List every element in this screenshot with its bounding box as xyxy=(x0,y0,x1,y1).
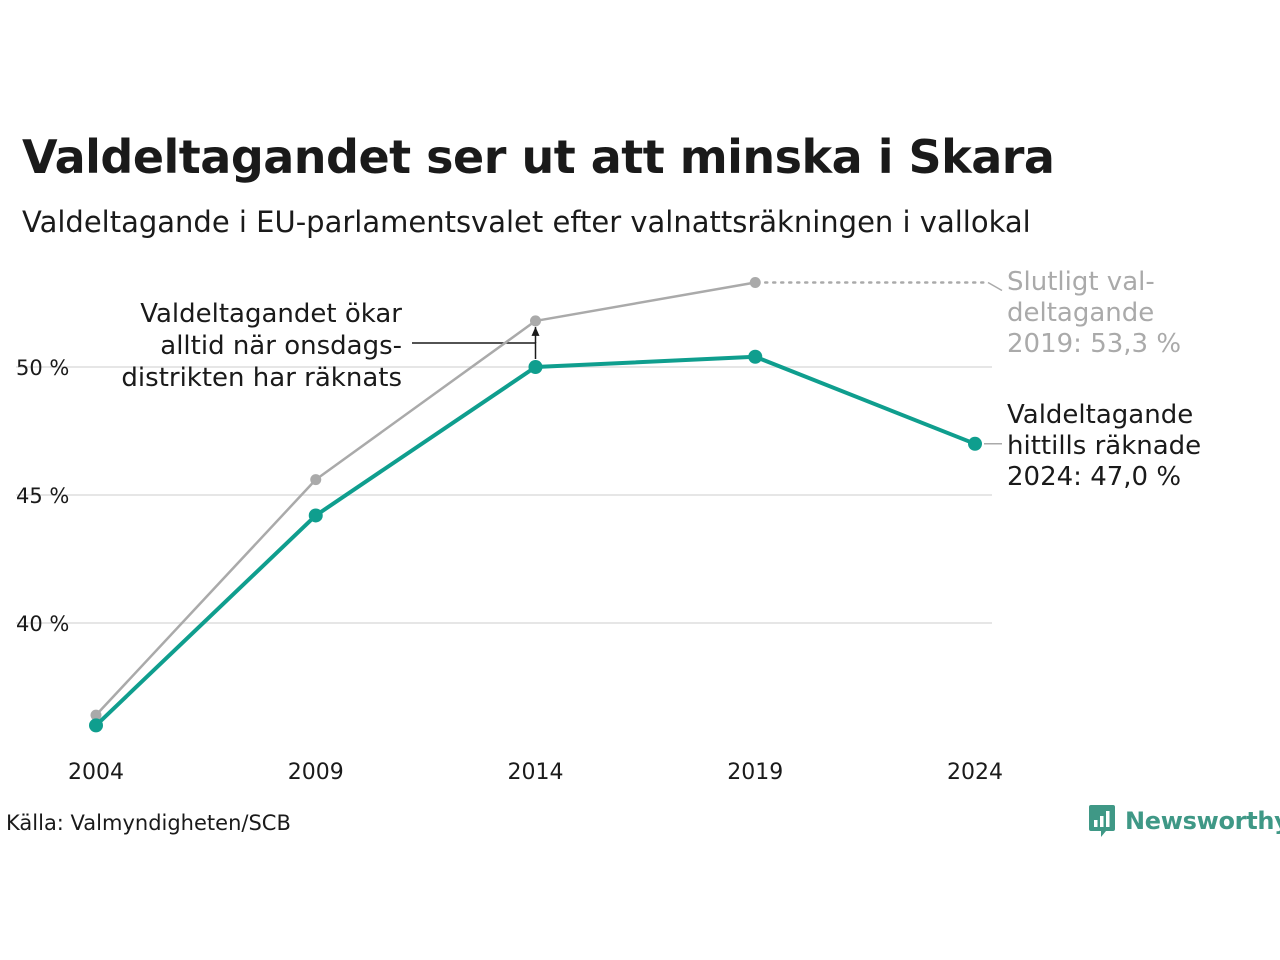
final-series-point xyxy=(749,277,761,289)
newsworthy-logo: Newsworthy xyxy=(1088,804,1280,838)
x-tick-label: 2019 xyxy=(727,760,783,785)
annotation-connectors xyxy=(412,281,1003,445)
final-series-point xyxy=(310,474,322,486)
counted-series-label: hittills räknade xyxy=(1007,431,1201,461)
final-series-line xyxy=(95,281,756,717)
final-series-point xyxy=(90,709,102,721)
counted-series-line xyxy=(94,354,976,727)
grid-lines xyxy=(16,366,992,624)
x-axis-ticks: 2004 2009 2014 2019 2024 xyxy=(68,760,1003,785)
counted-series-label: 2024: 47,0 % xyxy=(1007,462,1181,492)
newsworthy-logo-text: Newsworthy xyxy=(1125,807,1280,835)
final-series-label: deltagande xyxy=(1007,298,1154,328)
y-tick-label: 40 % xyxy=(16,612,69,636)
newsworthy-logo-icon xyxy=(1089,805,1115,837)
annotation-note: distrikten har räknats xyxy=(121,363,402,393)
y-tick-label: 45 % xyxy=(16,484,69,508)
counted-series-point xyxy=(89,718,103,733)
series xyxy=(89,277,982,733)
final-series-label: Slutligt val- xyxy=(1007,267,1155,297)
annotation-note: alltid när onsdags- xyxy=(160,331,402,361)
x-tick-label: 2009 xyxy=(288,760,344,785)
counted-series-label: Valdeltagande xyxy=(1007,400,1193,430)
x-tick-label: 2004 xyxy=(68,760,124,785)
source-note: Källa: Valmyndigheten/SCB xyxy=(6,811,291,835)
note-arrowhead xyxy=(531,326,540,336)
final-series-point xyxy=(530,315,541,327)
x-tick-label: 2024 xyxy=(947,760,1003,785)
x-tick-label: 2014 xyxy=(508,760,564,785)
counted-series-point xyxy=(748,349,763,364)
chart-subtitle: Valdeltagande i EU-parlamentsvalet efter… xyxy=(22,205,1031,239)
counted-series-point xyxy=(968,436,982,451)
counted-series-point xyxy=(528,360,543,374)
note-connector xyxy=(412,342,537,359)
annotation-note: Valdeltagandet ökar xyxy=(140,299,402,329)
chart-title: Valdeltagandet ser ut att minska i Skara xyxy=(22,130,1055,184)
final-series-label: 2019: 53,3 % xyxy=(1007,329,1181,359)
y-axis-ticks: 40 % 45 % 50 % xyxy=(16,356,69,636)
counted-series-point xyxy=(308,508,323,523)
final-label-connector xyxy=(987,281,1003,292)
y-tick-label: 50 % xyxy=(16,356,69,380)
